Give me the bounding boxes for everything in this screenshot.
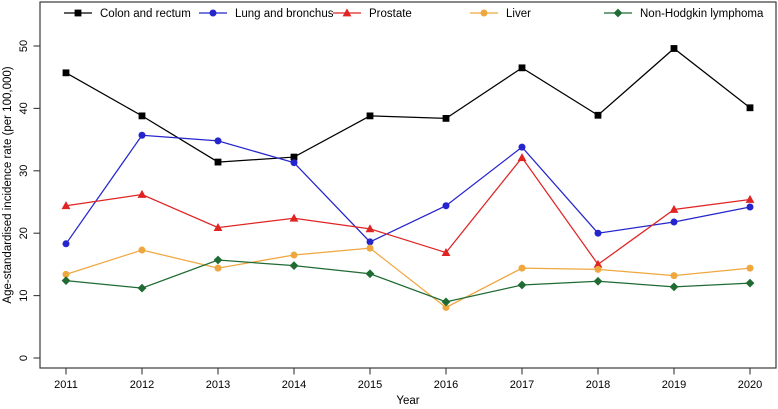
data-point — [669, 282, 679, 292]
data-point — [290, 153, 298, 161]
legend-label: Lung and bronchus — [235, 8, 334, 20]
data-point — [366, 238, 374, 246]
data-point — [138, 246, 146, 254]
series-colon-and-rectum — [62, 45, 754, 166]
series-liver — [62, 244, 754, 311]
legend-label: Prostate — [369, 8, 412, 20]
data-point — [138, 112, 146, 120]
x-tick-label: 2015 — [358, 379, 382, 391]
data-point — [365, 269, 375, 279]
y-tick-label: 40 — [18, 102, 30, 114]
x-axis: 2011 2012 2013 2014 2015 2016 2017 2018 2019 2020 — [54, 368, 762, 391]
legend-marker-square — [74, 9, 82, 17]
x-axis-title: Year — [396, 395, 419, 407]
data-point — [442, 114, 450, 122]
series-line — [65, 259, 751, 303]
data-point — [289, 213, 299, 222]
data-point — [746, 203, 754, 211]
data-point — [441, 297, 451, 307]
data-point — [290, 251, 298, 259]
data-point — [290, 159, 298, 167]
data-point — [670, 45, 678, 52]
legend-item: Colon and rectum — [64, 8, 191, 20]
series-lung-and-bronchus — [62, 131, 754, 248]
y-tick-label: 10 — [18, 289, 30, 301]
plot-box — [39, 1, 777, 369]
data-point — [517, 280, 527, 290]
data-point — [517, 153, 527, 162]
data-point — [289, 261, 299, 271]
data-point — [366, 244, 374, 252]
data-point — [62, 270, 70, 278]
series-line — [65, 247, 751, 309]
legend-marker-triangle — [342, 8, 352, 17]
x-tick-label: 2019 — [662, 379, 686, 391]
data-point — [670, 272, 678, 280]
data-point — [214, 137, 222, 145]
y-axis-title: Age-standardised incidence rate (per 100… — [2, 66, 14, 303]
legend-item: Liver — [470, 8, 531, 20]
data-point — [442, 303, 450, 311]
data-point — [593, 276, 603, 286]
x-tick-label: 2018 — [586, 379, 610, 391]
data-point — [518, 264, 526, 272]
legend-label: Colon and rectum — [100, 8, 191, 20]
data-point — [213, 222, 223, 231]
data-point — [62, 69, 70, 77]
data-point — [746, 104, 754, 112]
series-line — [65, 156, 751, 266]
legend: Colon and rectum Lung and bronchus Prostat… — [64, 8, 764, 20]
data-point — [442, 202, 450, 210]
data-point — [61, 201, 71, 210]
data-point — [594, 265, 602, 273]
data-point — [213, 255, 223, 265]
x-tick-label: 2012 — [130, 379, 154, 391]
x-tick-label: 2011 — [54, 379, 78, 391]
series-line — [65, 47, 751, 163]
data-point — [441, 247, 451, 256]
data-point — [365, 224, 375, 233]
series-line — [65, 134, 751, 245]
legend-item: Non-Hodgkin lymphoma — [604, 8, 764, 20]
legend-marker-circle — [209, 9, 217, 17]
series-prostate — [61, 153, 755, 268]
data-point — [518, 143, 526, 151]
data-point — [62, 240, 70, 248]
data-point — [594, 229, 602, 237]
data-point — [746, 264, 754, 272]
data-point — [745, 194, 755, 203]
y-tick-label: 30 — [18, 165, 30, 177]
legend-item: Prostate — [333, 8, 412, 20]
data-point — [518, 64, 526, 72]
legend-label: Non-Hodgkin lymphoma — [640, 8, 764, 20]
data-point — [214, 158, 222, 166]
data-point — [61, 276, 71, 286]
legend-label: Liver — [506, 8, 531, 20]
x-tick-label: 2017 — [510, 379, 534, 391]
y-tick-label: 20 — [18, 227, 30, 239]
y-axis: 0 10 20 30 40 50 — [18, 40, 40, 361]
series-non-hodgkin-lymphoma — [61, 255, 755, 307]
y-tick-label: 50 — [18, 40, 30, 52]
data-point — [670, 218, 678, 226]
data-point — [137, 189, 147, 198]
data-point — [593, 259, 603, 268]
data-point — [138, 131, 146, 139]
data-point — [214, 264, 222, 272]
data-point — [366, 112, 374, 120]
legend-item: Lung and bronchus — [199, 8, 334, 20]
legend-marker-diamond — [613, 8, 623, 18]
x-tick-label: 2020 — [738, 379, 762, 391]
y-tick-label: 0 — [18, 355, 30, 361]
x-tick-label: 2016 — [434, 379, 458, 391]
x-tick-label: 2013 — [206, 379, 230, 391]
data-point — [137, 283, 147, 293]
data-point — [669, 204, 679, 213]
legend-marker-circle — [480, 9, 488, 17]
data-point — [594, 111, 602, 119]
x-tick-label: 2014 — [282, 379, 306, 391]
data-point — [745, 278, 755, 288]
